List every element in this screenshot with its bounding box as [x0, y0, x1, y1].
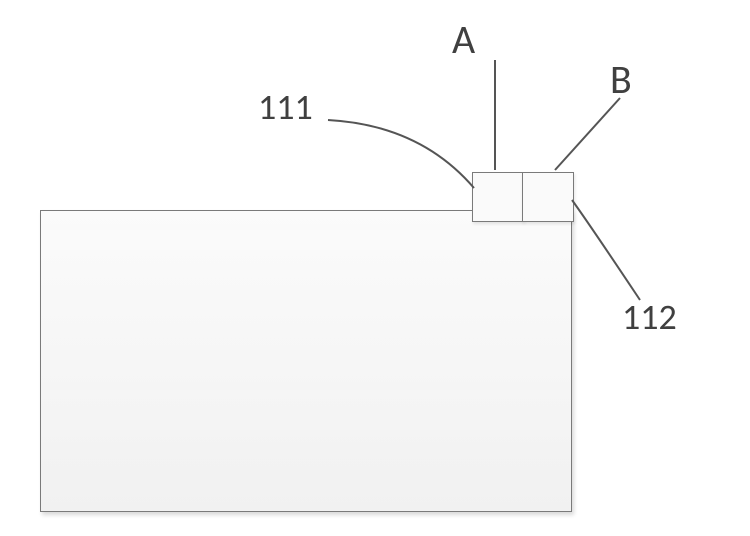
lead-line-B — [555, 98, 620, 170]
small-box-left — [472, 172, 524, 222]
label-111: 111 — [258, 85, 313, 129]
diagram-canvas: A B 111 112 — [0, 0, 750, 536]
lead-line-112 — [572, 200, 640, 300]
label-112: 112 — [622, 295, 677, 339]
small-box-right — [522, 172, 574, 222]
main-rectangle — [40, 210, 572, 512]
label-B: B — [610, 55, 632, 104]
lead-line-111 — [328, 120, 474, 188]
label-A: A — [452, 15, 475, 64]
